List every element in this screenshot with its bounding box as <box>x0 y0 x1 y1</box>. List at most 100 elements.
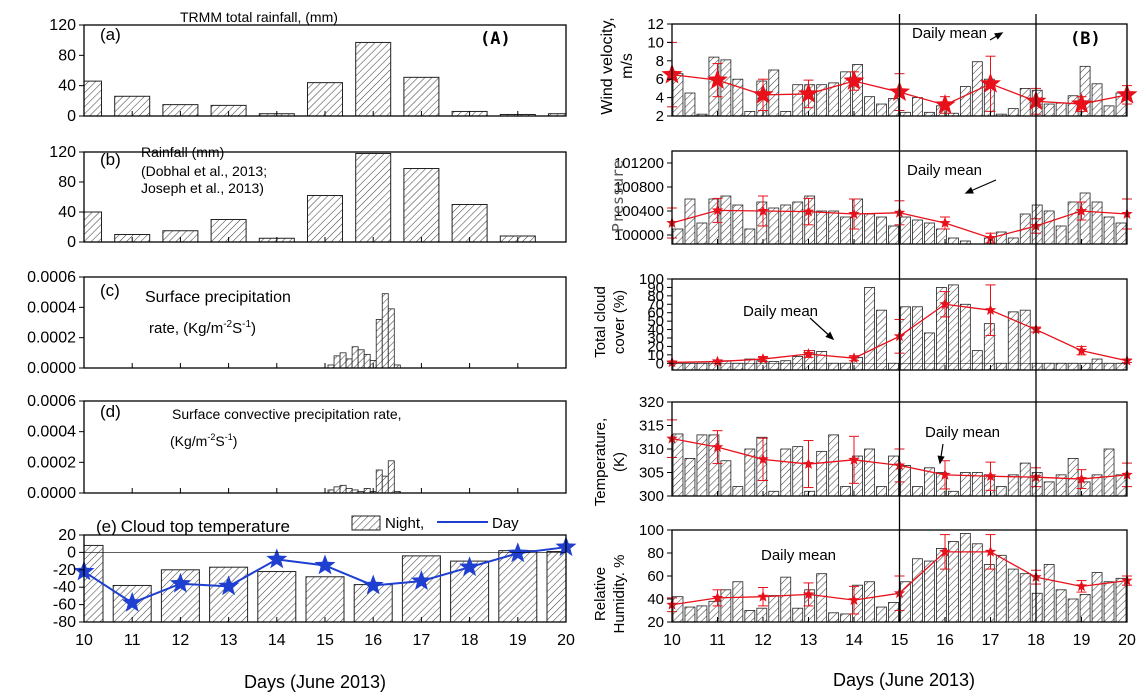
x-tick-label: 14 <box>845 632 863 649</box>
bar-r2 <box>816 210 828 245</box>
bar-r5 <box>983 564 995 623</box>
bar-r5 <box>1019 573 1031 623</box>
marker-daily-mean <box>939 217 951 228</box>
y-tick-label: 120 <box>49 17 76 34</box>
bar-r4 <box>888 455 899 497</box>
bar-b <box>307 195 343 243</box>
bar-r4 <box>947 490 959 497</box>
bar-d <box>375 469 383 494</box>
arrow-head <box>964 186 974 194</box>
bar-b <box>451 204 488 243</box>
bar-r3 <box>1103 362 1115 371</box>
y-tick-label: 0.0004 <box>27 424 76 441</box>
marker-daily-mean <box>984 232 997 243</box>
marker-daily-mean <box>802 588 815 600</box>
bar-r2 <box>720 195 732 245</box>
bar-r2 <box>840 216 852 245</box>
y-tick-label: 20 <box>647 338 664 355</box>
bar-r4 <box>1043 481 1055 497</box>
y-tick-label: 310 <box>639 441 664 458</box>
panel-c-letter: (c) <box>100 281 120 300</box>
bar-r1 <box>1103 105 1115 117</box>
x-tick-label: 20 <box>1118 632 1136 649</box>
arrow-head <box>825 331 835 341</box>
x-tick-label: 19 <box>1073 632 1091 649</box>
bar-night <box>498 550 538 623</box>
bar-r3 <box>1019 309 1031 371</box>
bar-r5 <box>912 558 923 623</box>
y-tick-label: 0.0000 <box>27 485 76 502</box>
bar-r2 <box>947 237 959 245</box>
y-tick-label: 12 <box>647 16 664 33</box>
bar-r1 <box>684 92 696 117</box>
marker-daily-mean <box>711 204 724 216</box>
marker-daily-mean <box>802 205 815 217</box>
bar-r1 <box>744 111 756 117</box>
bar-r4 <box>816 450 828 497</box>
y-tick-label: 0.0006 <box>27 393 76 410</box>
bar-r5 <box>768 595 780 623</box>
bar-r4 <box>1007 474 1019 497</box>
panel-d-title-1: Surface convective precipitation rate, <box>172 406 402 422</box>
marker-daily-mean <box>934 94 956 114</box>
x-tick-label: 10 <box>75 632 93 649</box>
y-tick-label: 305 <box>639 465 664 482</box>
marker-daily-mean <box>752 83 774 104</box>
bar-a <box>83 80 102 117</box>
bar-r4 <box>912 486 923 497</box>
panel-b-title-3: Joseph et al., 2013) <box>141 180 264 196</box>
bar-r5 <box>959 533 971 623</box>
y-tick-label: 2 <box>656 108 664 125</box>
marker-daily-mean <box>802 348 815 359</box>
y-tick-label: -80 <box>53 614 76 631</box>
bar-r4 <box>804 490 816 497</box>
plot-c: 0.0000 0.0002 0.0004 0.0006 <box>27 269 567 377</box>
panel-A-label: (A) <box>480 29 511 49</box>
x-tick-label: 10 <box>663 632 681 649</box>
bar-night <box>353 584 393 623</box>
y-tick-label: 8 <box>656 53 664 70</box>
r4-ylabel-2: (K) <box>611 452 628 472</box>
bar-r2 <box>744 228 756 245</box>
plot-r5: 20 40 60 80 100 10 11 12 13 14 15 16 17 18 19 20 <box>639 522 1136 649</box>
bar-r2 <box>792 201 804 245</box>
marker-daily-mean <box>1071 93 1092 113</box>
bar-r2 <box>1103 216 1115 245</box>
legend-night-label: Night, <box>385 515 424 532</box>
daily-mean-r5: Daily mean <box>761 547 836 564</box>
arrow-head <box>994 32 1004 40</box>
bar-r3 <box>864 287 875 371</box>
x-tick-label: 18 <box>461 632 479 649</box>
y-tick-label: 100 <box>639 271 664 288</box>
bar-r5 <box>732 581 744 623</box>
bar-r4 <box>828 434 840 497</box>
bar-c <box>333 355 341 369</box>
arrow-head <box>937 455 945 465</box>
panel-a-letter: (a) <box>100 25 121 44</box>
bar-b <box>355 153 392 243</box>
marker-daily-mean <box>939 298 951 310</box>
marker-daily-mean <box>1075 473 1088 484</box>
bar-r4 <box>995 486 1007 497</box>
bar-r3 <box>828 362 840 371</box>
y-tick-label: 40 <box>647 322 664 339</box>
bar-r3 <box>1055 362 1067 371</box>
r1-ylabel-1: Wind velocity, <box>599 17 616 115</box>
y-tick-label: 0.0006 <box>27 269 76 286</box>
marker-day <box>314 554 336 575</box>
bar-r5 <box>1031 592 1043 623</box>
bar-r1 <box>1055 102 1067 117</box>
bar-r3 <box>912 306 923 371</box>
x-tick-label: 18 <box>1027 632 1045 649</box>
bar-r2 <box>804 195 816 245</box>
y-tick-label: 100400 <box>614 203 664 220</box>
r1-ylabel-2: m/s <box>619 53 636 79</box>
bar-c <box>381 293 389 369</box>
r4-ylabel-1: Temperature, <box>592 418 609 506</box>
bar-r1 <box>1007 108 1019 117</box>
x-tick-label: 14 <box>268 632 286 649</box>
panel-d-title-2: (Kg/m-2S-1) <box>170 432 237 449</box>
panel-d-letter: (d) <box>100 402 121 421</box>
y-tick-label: 10 <box>647 347 664 364</box>
